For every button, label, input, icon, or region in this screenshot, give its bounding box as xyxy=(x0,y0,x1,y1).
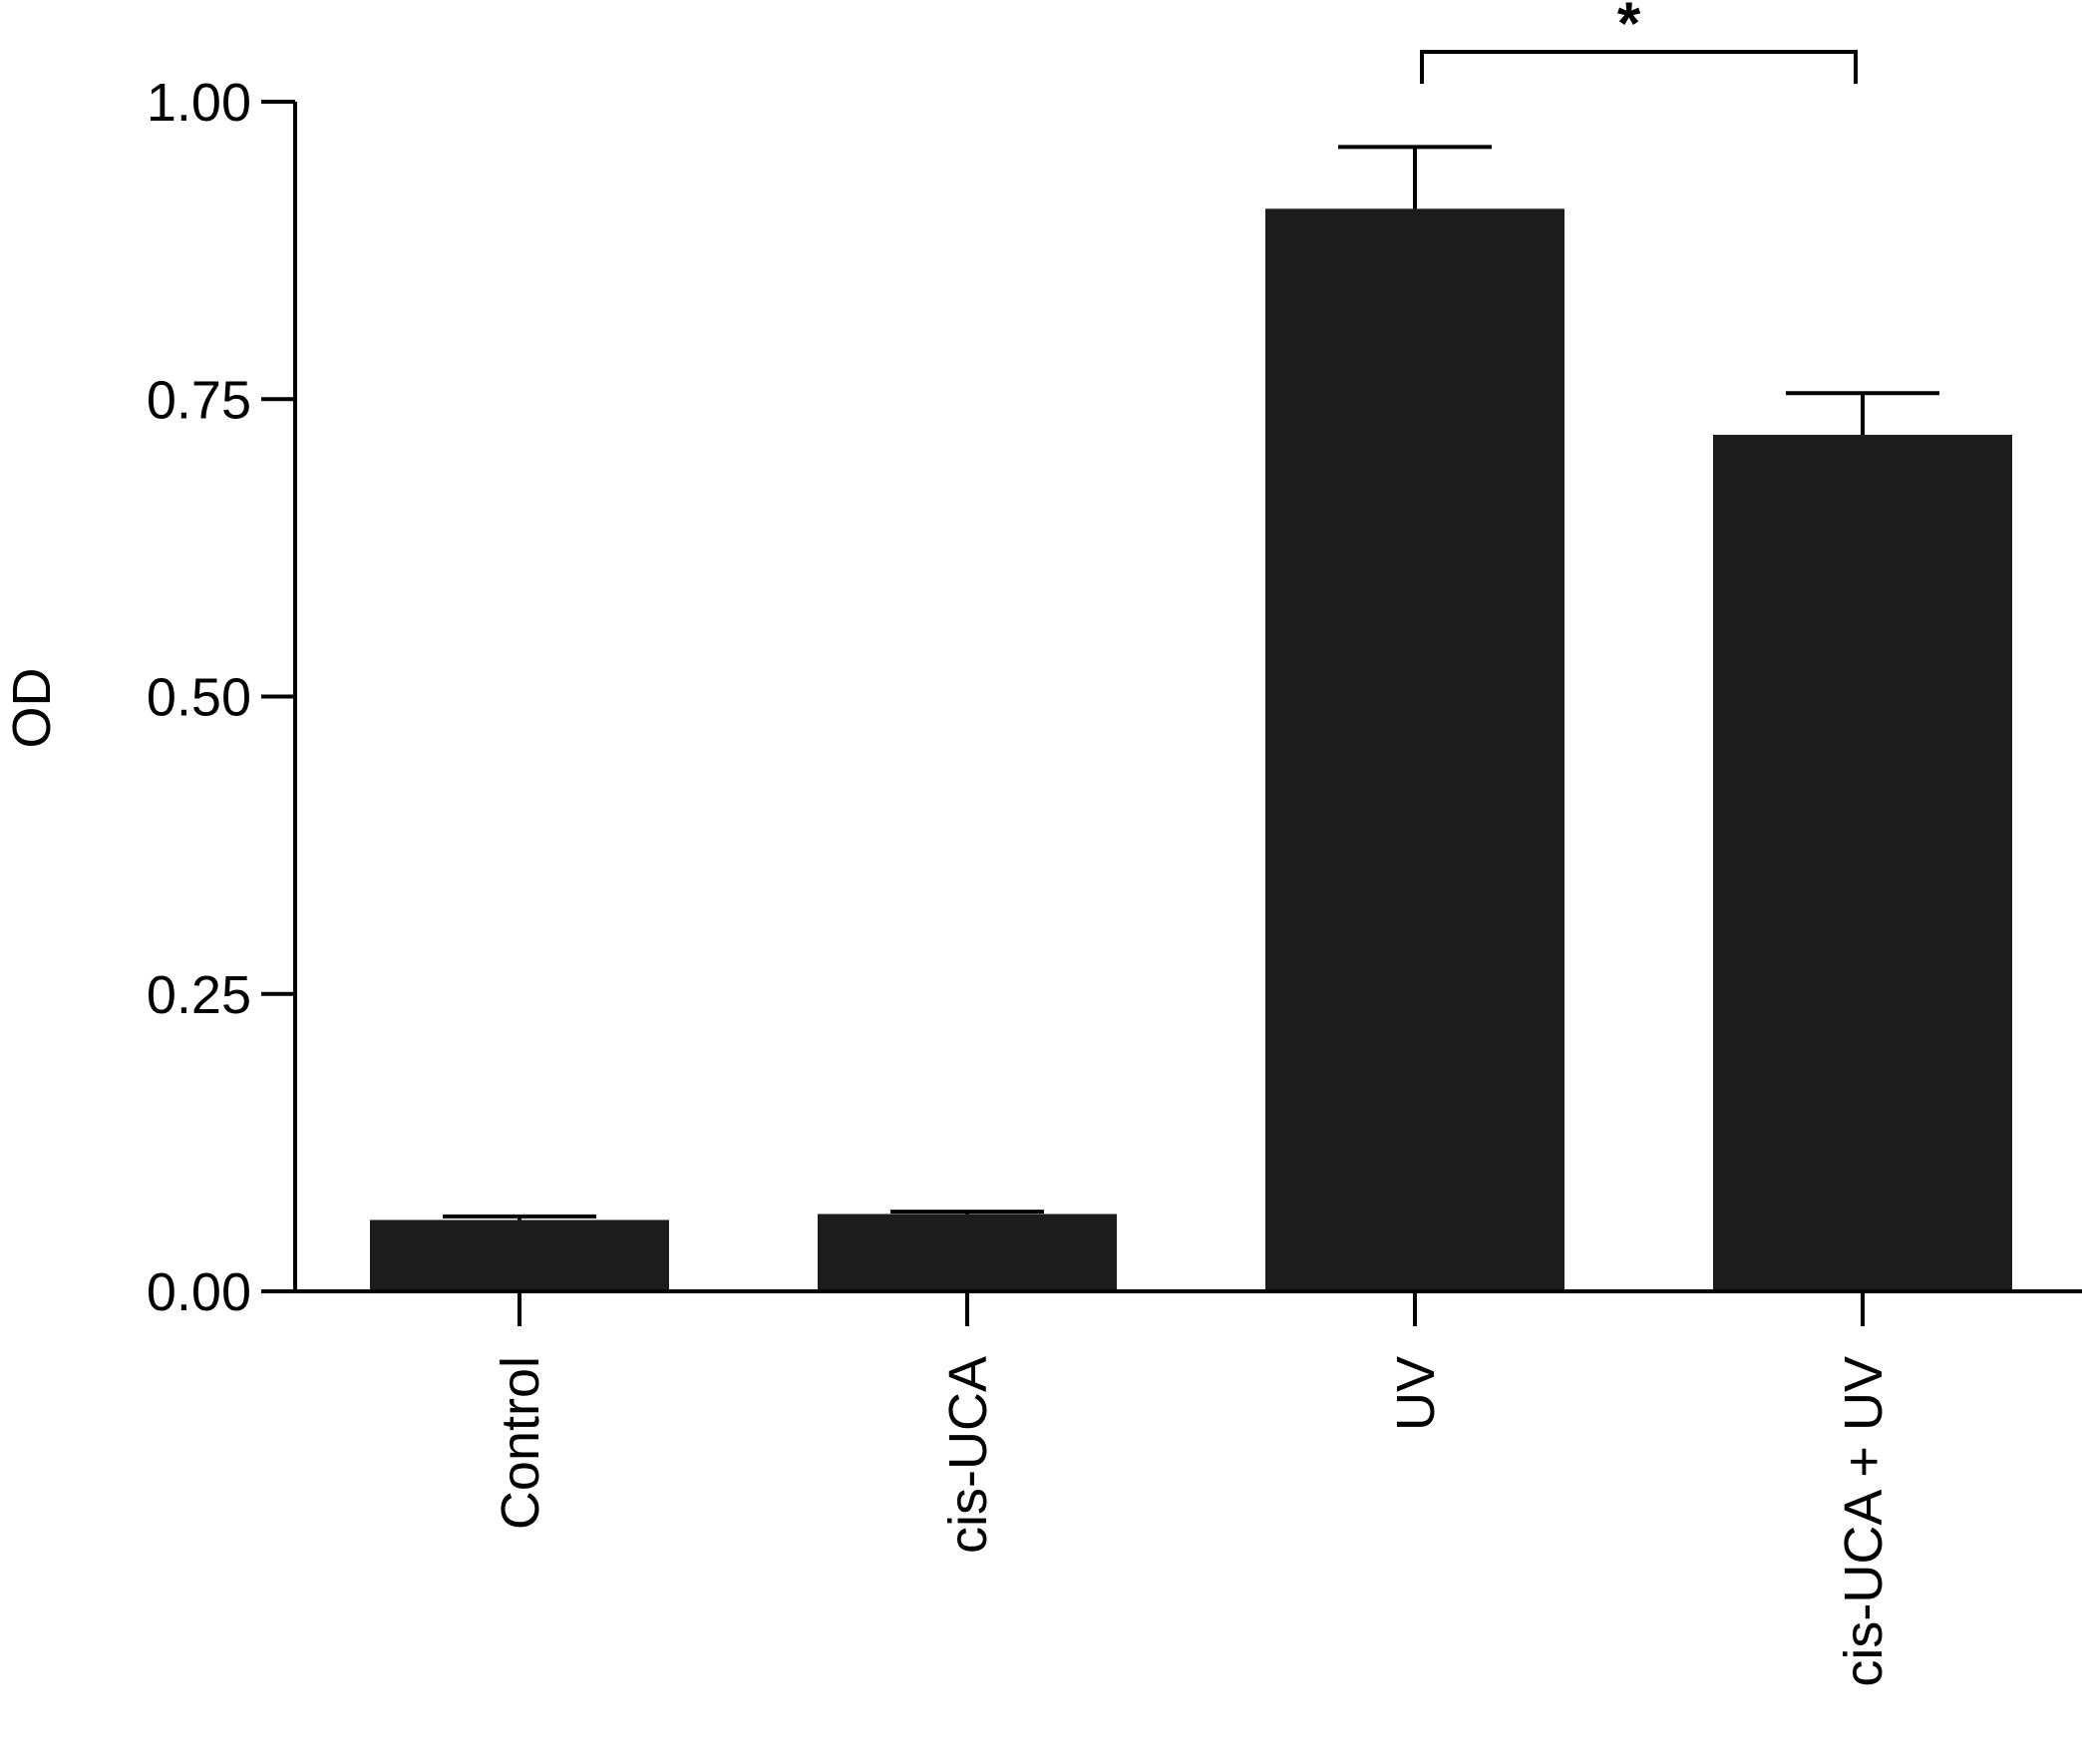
bar xyxy=(1265,208,1564,1291)
x-tick-label: cis-UCA xyxy=(938,1356,998,1554)
y-axis-title: OD xyxy=(2,668,62,749)
y-tick-label: 0.00 xyxy=(147,1262,251,1322)
y-tick-label: 0.75 xyxy=(147,370,251,430)
x-ticks: Control cis-UCA UV cis-UCA + UV xyxy=(491,1291,1894,1687)
y-tick-label: 0.50 xyxy=(147,668,251,728)
y-tick-label: 1.00 xyxy=(147,73,251,133)
bar xyxy=(1713,435,2012,1291)
error-bars xyxy=(443,145,1939,1221)
bar xyxy=(370,1220,669,1291)
x-tick-label: UV xyxy=(1386,1356,1446,1431)
y-tick-label: 0.25 xyxy=(147,965,251,1025)
x-tick-label: cis-UCA + UV xyxy=(1834,1356,1894,1687)
bar xyxy=(818,1214,1117,1291)
significance-annotation: * xyxy=(1420,0,1858,84)
y-ticks: 0.00 0.25 0.50 0.75 1.00 xyxy=(147,73,295,1322)
significance-label: * xyxy=(1617,0,1641,57)
significance-bracket xyxy=(1420,50,1858,84)
bars xyxy=(370,208,2012,1291)
x-tick-label: Control xyxy=(491,1356,550,1530)
